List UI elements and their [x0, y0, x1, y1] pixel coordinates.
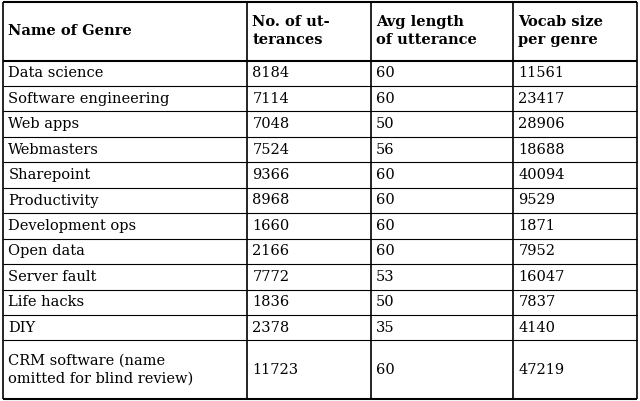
Text: Avg length
of utterance: Avg length of utterance: [376, 15, 477, 47]
Text: 7772: 7772: [252, 270, 289, 284]
Text: 8968: 8968: [252, 194, 290, 207]
Text: Webmasters: Webmasters: [8, 143, 99, 157]
Text: 1836: 1836: [252, 295, 289, 309]
Text: 50: 50: [376, 295, 394, 309]
Text: Life hacks: Life hacks: [8, 295, 84, 309]
Text: Vocab size
per genre: Vocab size per genre: [518, 15, 604, 47]
Text: 60: 60: [376, 194, 394, 207]
Text: 50: 50: [376, 117, 394, 131]
Text: 9529: 9529: [518, 194, 556, 207]
Text: 2378: 2378: [252, 321, 289, 335]
Text: 60: 60: [376, 219, 394, 233]
Text: Server fault: Server fault: [8, 270, 97, 284]
Text: Open data: Open data: [8, 244, 85, 258]
Text: 7952: 7952: [518, 244, 556, 258]
Text: 7114: 7114: [252, 92, 289, 106]
Text: Productivity: Productivity: [8, 194, 99, 207]
Text: Name of Genre: Name of Genre: [8, 24, 132, 38]
Text: DIY: DIY: [8, 321, 36, 335]
Text: Sharepoint: Sharepoint: [8, 168, 91, 182]
Text: 9366: 9366: [252, 168, 290, 182]
Text: 4140: 4140: [518, 321, 556, 335]
Text: 7524: 7524: [252, 143, 289, 157]
Text: CRM software (name
omitted for blind review): CRM software (name omitted for blind rev…: [8, 354, 193, 386]
Text: Data science: Data science: [8, 66, 104, 80]
Text: 60: 60: [376, 168, 394, 182]
Text: 7837: 7837: [518, 295, 556, 309]
Text: 40094: 40094: [518, 168, 565, 182]
Text: 60: 60: [376, 66, 394, 80]
Text: 11723: 11723: [252, 363, 298, 377]
Text: 60: 60: [376, 244, 394, 258]
Text: 8184: 8184: [252, 66, 289, 80]
Text: 1871: 1871: [518, 219, 556, 233]
Text: 23417: 23417: [518, 92, 564, 106]
Text: Software engineering: Software engineering: [8, 92, 170, 106]
Text: 18688: 18688: [518, 143, 565, 157]
Text: 1660: 1660: [252, 219, 289, 233]
Text: 16047: 16047: [518, 270, 564, 284]
Text: 2166: 2166: [252, 244, 289, 258]
Text: 60: 60: [376, 363, 394, 377]
Text: 28906: 28906: [518, 117, 565, 131]
Text: 60: 60: [376, 92, 394, 106]
Text: Web apps: Web apps: [8, 117, 79, 131]
Text: Development ops: Development ops: [8, 219, 136, 233]
Text: No. of ut-
terances: No. of ut- terances: [252, 15, 330, 47]
Text: 35: 35: [376, 321, 394, 335]
Text: 7048: 7048: [252, 117, 289, 131]
Text: 11561: 11561: [518, 66, 564, 80]
Text: 56: 56: [376, 143, 394, 157]
Text: 47219: 47219: [518, 363, 564, 377]
Text: 53: 53: [376, 270, 394, 284]
